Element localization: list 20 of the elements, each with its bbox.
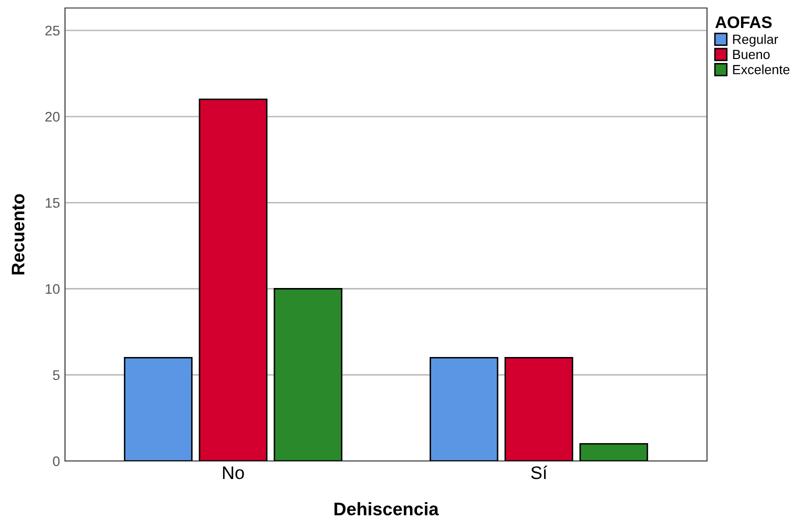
bar [504, 356, 574, 461]
y-tick-label: 0 [52, 456, 60, 466]
bar [430, 356, 498, 461]
x-tick-label: No [223, 466, 244, 480]
x-tick-label: Sí [531, 466, 548, 480]
legend-title: AOFAS [715, 16, 772, 28]
bar [198, 98, 268, 461]
legend-label: Excelente [733, 64, 790, 74]
legend-label: Bueno [733, 50, 770, 60]
legend-label: Regular [733, 34, 778, 47]
bar [124, 356, 193, 461]
y-tick-label: 5 [52, 370, 60, 380]
x-axis-title: Dehiscencia [334, 502, 439, 516]
bar [579, 443, 648, 461]
y-tick-label: 25 [45, 26, 60, 36]
y-axis-title: Recuento [12, 194, 24, 274]
y-tick-label: 20 [45, 112, 60, 122]
bar [274, 288, 342, 461]
y-tick-label: 10 [46, 284, 60, 294]
y-tick-label: 15 [46, 198, 60, 208]
